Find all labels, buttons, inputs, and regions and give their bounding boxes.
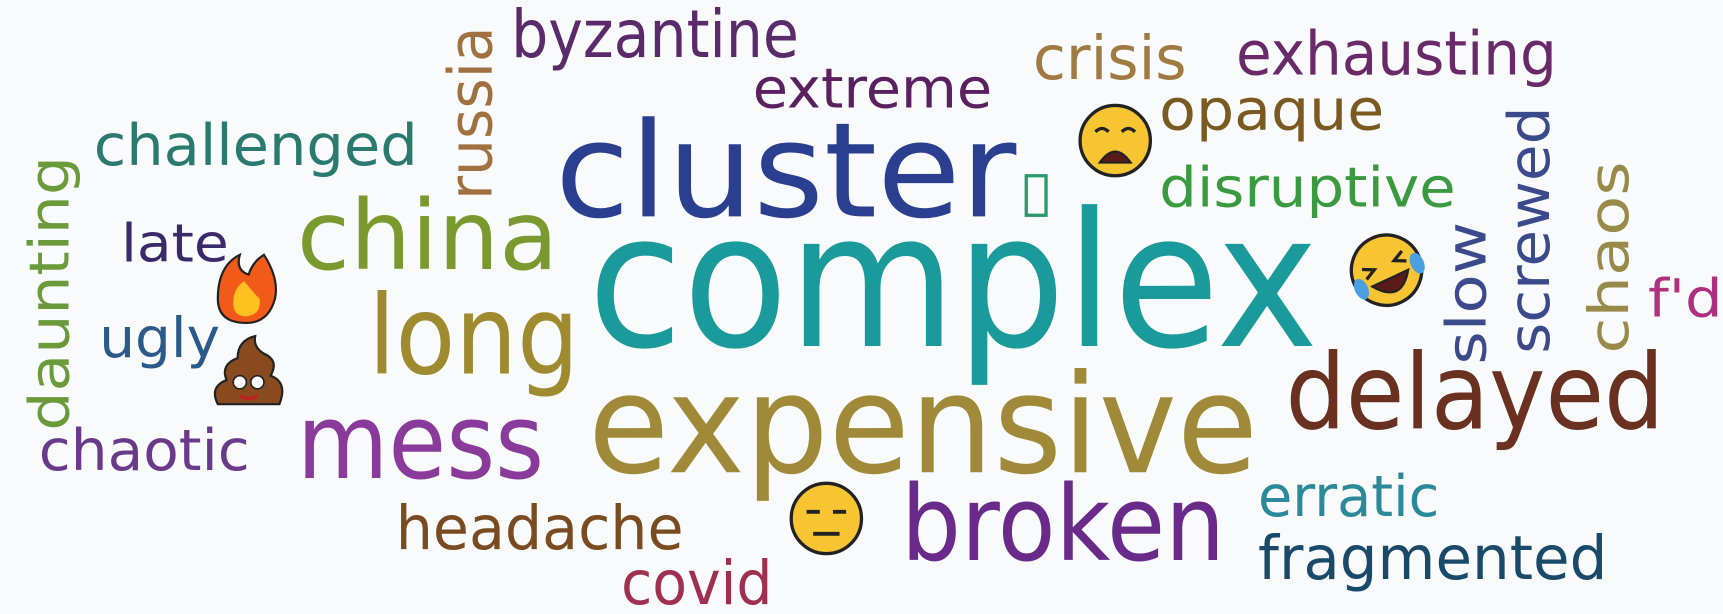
weary-face-emoji — [1078, 103, 1153, 178]
word: cluster — [555, 95, 1017, 248]
word: screwed — [1497, 107, 1563, 354]
word: exhausting — [1236, 20, 1557, 90]
word: ugly — [99, 306, 220, 370]
word: fragmented — [1258, 524, 1607, 594]
word: complex — [588, 174, 1318, 391]
word: headache — [396, 494, 684, 564]
word: byzantine — [511, 0, 799, 73]
fire-emoji — [216, 252, 278, 325]
word: challenged — [94, 113, 418, 179]
word: delayed — [1285, 331, 1664, 453]
word: broken — [901, 463, 1225, 585]
word: opaque — [1159, 78, 1384, 144]
word: mess — [297, 381, 544, 503]
word: f'd — [1648, 268, 1723, 329]
rolling-laughing-emoji — [1349, 233, 1425, 308]
word: erratic — [1258, 464, 1439, 530]
word: slow — [1434, 222, 1498, 365]
word: extreme — [753, 57, 992, 121]
missing-glyph-box — [1024, 174, 1048, 217]
word: late — [121, 213, 229, 274]
poop-emoji — [213, 334, 284, 406]
word: chaotic — [39, 418, 250, 484]
word: long — [368, 271, 579, 399]
word: china — [297, 179, 558, 292]
word: daunting — [17, 156, 81, 431]
word: russia — [436, 26, 506, 200]
expressionless-face-emoji — [789, 481, 864, 556]
word: disruptive — [1159, 155, 1456, 219]
word: chaos — [1577, 161, 1641, 353]
word: crisis — [1033, 24, 1187, 94]
word: covid — [621, 549, 773, 614]
word: expensive — [588, 346, 1258, 505]
